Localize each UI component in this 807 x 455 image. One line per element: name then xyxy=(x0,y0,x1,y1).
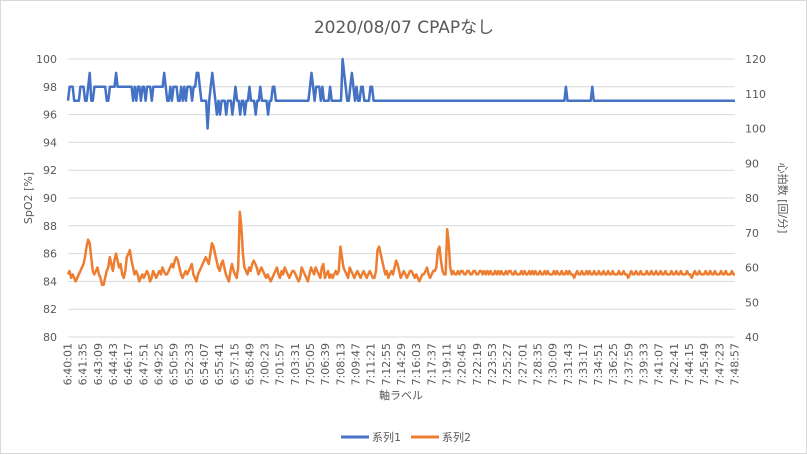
x-tick-label: 6:54:07 xyxy=(198,343,211,385)
x-tick-label: 7:22:19 xyxy=(471,343,484,385)
x-tick-label: 6:57:15 xyxy=(228,343,241,385)
x-tick-label: 7:19:11 xyxy=(440,343,453,385)
x-tick-label: 7:34:51 xyxy=(592,343,605,385)
y2-tick-label: 110 xyxy=(745,88,766,101)
x-tick-label: 6:46:17 xyxy=(122,343,135,385)
y-tick-label: 84 xyxy=(43,275,57,288)
x-tick-label: 7:12:55 xyxy=(380,343,393,385)
x-tick-label: 7:47:23 xyxy=(713,343,726,385)
y-tick-label: 92 xyxy=(43,164,57,177)
x-tick-label: 7:14:29 xyxy=(395,343,408,385)
x-tick-label: 7:11:21 xyxy=(365,343,378,385)
y2-tick-label: 80 xyxy=(745,192,759,205)
x-tick-label: 6:52:33 xyxy=(183,343,196,385)
x-tick-label: 6:40:01 xyxy=(62,343,75,385)
x-tick-label: 7:25:27 xyxy=(501,343,514,385)
x-tick-label: 7:39:33 xyxy=(638,343,651,385)
y2-tick-label: 90 xyxy=(745,157,759,170)
x-tick-label: 7:09:47 xyxy=(350,343,363,385)
x-tick-label: 7:45:49 xyxy=(698,343,711,385)
legend: 系列1 系列2 xyxy=(341,430,471,444)
x-axis-title: 軸ラベル xyxy=(379,388,423,402)
x-tick-label: 6:44:43 xyxy=(107,343,120,385)
x-tick-label: 7:01:57 xyxy=(274,343,287,385)
x-tick-label: 7:16:03 xyxy=(410,343,423,385)
x-tick-label: 6:43:09 xyxy=(92,343,105,385)
legend-label-series2: 系列2 xyxy=(442,430,471,444)
x-tick-label: 7:27:01 xyxy=(516,343,529,385)
x-tick-label: 7:31:43 xyxy=(562,343,575,385)
gridlines xyxy=(68,58,735,338)
y2-tick-label: 120 xyxy=(745,53,766,66)
chart-title: 2020/08/07 CPAPなし xyxy=(314,18,494,38)
x-tick-label: 7:03:31 xyxy=(289,343,302,385)
x-tick-label: 7:06:39 xyxy=(319,343,332,385)
x-tick-label: 7:33:17 xyxy=(577,343,590,385)
y-tick-label: 94 xyxy=(43,136,57,149)
x-tick-label: 7:37:59 xyxy=(622,343,635,385)
x-tick-label: 7:17:37 xyxy=(425,343,438,385)
x-tick-label: 7:20:45 xyxy=(456,343,469,385)
y2-axis-title: 心拍数 [回/分] xyxy=(776,163,790,234)
series-layer xyxy=(66,57,735,287)
y2-tick-label: 50 xyxy=(745,296,759,309)
series-line-2 xyxy=(66,210,735,287)
x-tick-label: 7:08:13 xyxy=(334,343,347,385)
x-tick-label: 7:44:15 xyxy=(683,343,696,385)
y-tick-label: 86 xyxy=(43,248,57,261)
left-axis-ticks: 80 82 84 86 88 90 92 94 96 98 100 xyxy=(36,53,57,344)
y-tick-label: 80 xyxy=(43,331,57,344)
y-tick-label: 98 xyxy=(43,81,57,94)
x-tick-label: 7:48:57 xyxy=(729,343,742,385)
y2-tick-label: 70 xyxy=(745,227,759,240)
right-axis-ticks: 40 50 60 70 80 90 100 110 120 xyxy=(745,53,766,344)
x-tick-label: 6:58:49 xyxy=(243,343,256,385)
x-tick-label: 6:50:59 xyxy=(168,343,181,385)
y-tick-label: 96 xyxy=(43,109,57,122)
y-tick-label: 100 xyxy=(36,53,57,66)
x-axis-ticks: 6:40:01 6:41:35 6:43:09 6:44:43 6:46:17 6:47:… xyxy=(62,343,742,385)
y-axis-title: SpO2 [%] xyxy=(22,172,35,224)
x-tick-label: 7:30:09 xyxy=(547,343,560,385)
x-tick-label: 6:55:41 xyxy=(213,343,226,385)
y2-tick-label: 40 xyxy=(745,331,759,344)
legend-label-series1: 系列1 xyxy=(372,430,401,444)
x-tick-label: 7:42:41 xyxy=(668,343,681,385)
x-tick-label: 7:28:35 xyxy=(531,343,544,385)
y2-tick-label: 100 xyxy=(745,123,766,136)
x-tick-label: 7:36:25 xyxy=(607,343,620,385)
x-tick-label: 6:47:51 xyxy=(137,343,150,385)
x-tick-label: 7:23:53 xyxy=(486,343,499,385)
y-tick-label: 88 xyxy=(43,220,57,233)
x-tick-label: 7:05:05 xyxy=(304,343,317,385)
y2-tick-label: 60 xyxy=(745,262,759,275)
y-tick-label: 82 xyxy=(43,303,57,316)
y-tick-label: 90 xyxy=(43,192,57,205)
series-line-1 xyxy=(66,57,735,130)
x-tick-label: 7:41:07 xyxy=(653,343,666,385)
x-tick-label: 7:00:23 xyxy=(259,343,272,385)
x-tick-label: 6:41:35 xyxy=(77,343,90,385)
x-tick-label: 6:49:25 xyxy=(152,343,165,385)
